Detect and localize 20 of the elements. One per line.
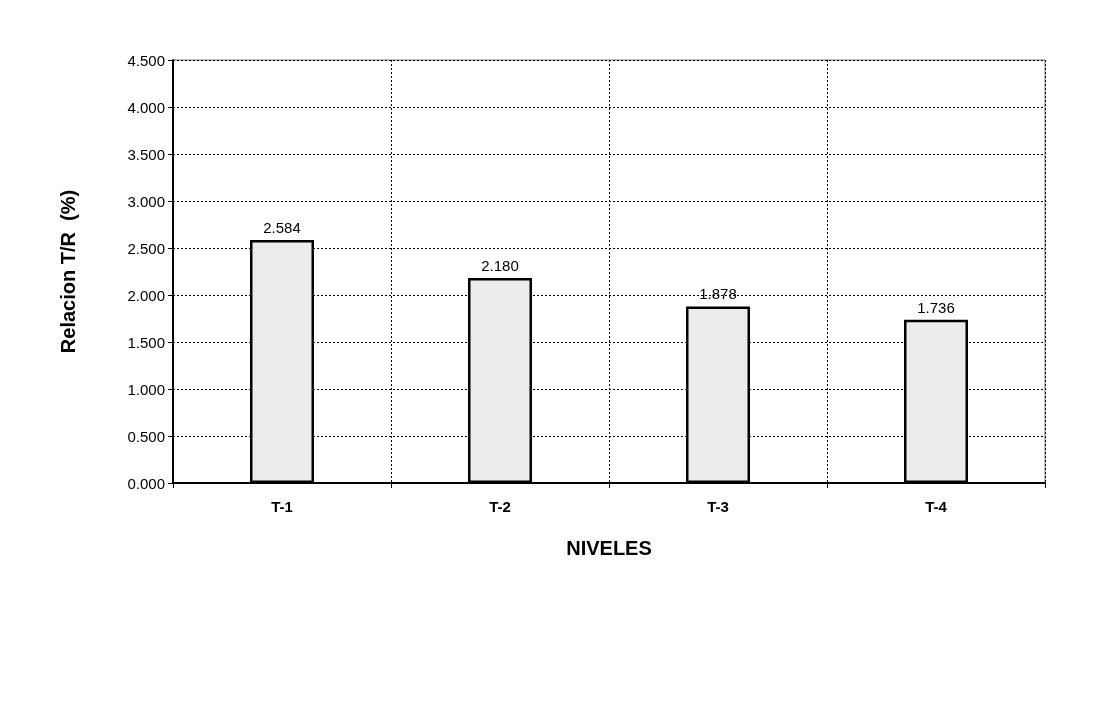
y-tick-label: 3.000	[127, 192, 165, 210]
y-tick-label: 1.500	[127, 333, 165, 351]
data-label: 2.180	[481, 257, 519, 275]
y-tick-label: 3.500	[127, 145, 165, 163]
y-tick-label: 0.500	[127, 427, 165, 445]
y-tick-label: 2.500	[127, 239, 165, 257]
y-tick-label: 1.000	[127, 380, 165, 398]
data-label: 1.736	[917, 298, 955, 316]
y-tick-label: 4.500	[127, 51, 165, 69]
x-axis-title: NIVELES	[566, 537, 652, 559]
x-tick-label: T-1	[271, 498, 293, 515]
data-label: 2.584	[263, 219, 301, 237]
data-label: 1.878	[699, 285, 737, 303]
y-axis-title: Relacion T/R (%)	[57, 189, 79, 354]
y-tick-label: 4.000	[127, 98, 165, 116]
x-tick-label: T-2	[489, 498, 511, 515]
x-tick-label: T-3	[707, 498, 729, 515]
x-tick-label: T-4	[925, 498, 948, 515]
y-tick-label: 0.000	[127, 474, 165, 492]
y-tick-label: 2.000	[127, 286, 165, 304]
